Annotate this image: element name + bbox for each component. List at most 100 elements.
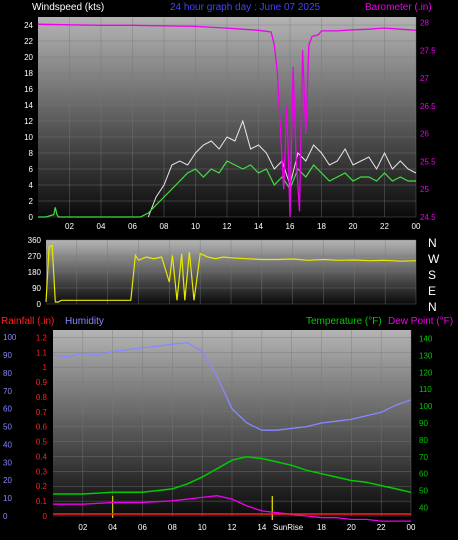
rain-y-tick-2: 0.2 — [36, 482, 48, 491]
graph-title: 24 hour graph day : June 07 2025 — [170, 2, 321, 13]
wind-y-tick-5: 10 — [24, 133, 33, 142]
wind-x-tick-9: 20 — [349, 222, 358, 231]
wind-y-tick-9: 18 — [24, 69, 33, 78]
temperature-label: Temperature (°F) — [306, 316, 382, 327]
wind-x-tick-7: 16 — [286, 222, 295, 231]
temp-x-tick-4: 10 — [198, 523, 207, 532]
rain-y-tick-12: 1.2 — [36, 333, 48, 342]
sunrise-label: SunRise — [273, 523, 304, 532]
wind-x-tick-1: 04 — [97, 222, 106, 231]
temp-y-tick-7: 110 — [419, 385, 432, 394]
temp-x-tick-11: 00 — [407, 523, 416, 532]
humidity-y-tick-0: 0 — [3, 512, 8, 521]
temp-y-tick-0: 40 — [419, 504, 428, 513]
temp-x-tick-5: 12 — [228, 523, 237, 532]
rain-y-tick-5: 0.5 — [36, 438, 48, 447]
temp-panel-series — [52, 341, 412, 522]
barometer-y-tick-2: 25.5 — [420, 157, 436, 166]
humidity-y-tick-2: 20 — [3, 476, 12, 485]
humidity-y-tick-8: 80 — [3, 369, 12, 378]
barometer-y-tick-3: 26 — [420, 130, 429, 139]
humidity-y-tick-10: 100 — [3, 333, 17, 342]
compass-label-s: S — [428, 268, 436, 282]
temp-x-tick-3: 08 — [168, 523, 177, 532]
wind-y-tick-4: 8 — [29, 149, 34, 158]
barometer-y-tick-7: 28 — [420, 19, 429, 28]
barometer-y-tick-6: 27.5 — [420, 46, 436, 55]
rain-y-tick-9: 0.9 — [36, 378, 48, 387]
temp-y-tick-9: 130 — [419, 351, 433, 360]
dewpoint-label: Dew Point (°F) — [388, 316, 453, 327]
wind-y-tick-1: 2 — [29, 197, 34, 206]
humidity-y-tick-1: 10 — [3, 494, 12, 503]
wind-x-tick-2: 06 — [128, 222, 137, 231]
compass-label-e: E — [428, 284, 436, 298]
humidity-label: Humidity — [65, 316, 104, 327]
humidity-y-tick-7: 70 — [3, 387, 12, 396]
rain-y-tick-3: 0.3 — [36, 467, 48, 476]
rain-y-tick-11: 1.1 — [36, 348, 48, 357]
temp-y-tick-5: 90 — [419, 419, 428, 428]
direction-y-tick-3: 270 — [28, 252, 42, 261]
direction-y-tick-4: 360 — [28, 236, 42, 245]
wind-y-tick-12: 24 — [24, 21, 33, 30]
barometer-label: Barometer (.in) — [365, 2, 432, 13]
direction-y-tick-0: 0 — [37, 300, 42, 309]
wind-x-tick-3: 08 — [160, 222, 169, 231]
humidity-y-tick-5: 50 — [3, 423, 12, 432]
humidity-y-tick-4: 40 — [3, 440, 12, 449]
temp-y-tick-3: 70 — [419, 453, 428, 462]
rain-y-tick-1: 0.1 — [36, 497, 48, 506]
direction-panel-ticks: 0 90 180 270 360 — [28, 236, 42, 309]
wind-y-tick-6: 12 — [24, 117, 33, 126]
humidity-line — [52, 341, 412, 431]
humidity-y-tick-6: 60 — [3, 405, 12, 414]
compass-label-n-top: N — [428, 236, 437, 250]
barometer-y-tick-0: 24.5 — [420, 213, 436, 222]
temp-x-tick-8: 18 — [317, 523, 326, 532]
direction-panel-series — [45, 244, 417, 303]
barometer-y-tick-1: 25 — [420, 185, 429, 194]
windspeed-label: Windspeed (kts) — [32, 2, 104, 13]
humidity-y-tick-9: 90 — [3, 351, 12, 360]
rain-y-tick-6: 0.6 — [36, 423, 48, 432]
direction-y-tick-2: 180 — [28, 268, 42, 277]
temp-x-tick-6: 14 — [257, 523, 266, 532]
wind-average-line — [38, 160, 416, 218]
temp-y-tick-6: 100 — [419, 402, 433, 411]
temp-x-tick-1: 04 — [108, 523, 117, 532]
temp-y-tick-8: 120 — [419, 368, 433, 377]
barometer-line — [37, 23, 417, 218]
rain-y-tick-10: 1 — [43, 363, 48, 372]
wind-x-tick-4: 10 — [191, 222, 200, 231]
wind-y-tick-2: 4 — [29, 181, 34, 190]
wind-y-tick-0: 0 — [29, 213, 34, 222]
wind-panel-grid — [38, 17, 417, 218]
direction-y-tick-1: 90 — [32, 284, 41, 293]
wind-panel-series — [37, 23, 417, 218]
rain-y-tick-8: 0.8 — [36, 393, 48, 402]
direction-line — [45, 244, 417, 303]
wind-y-tick-3: 6 — [29, 165, 34, 174]
wind-x-tick-0: 02 — [65, 222, 74, 231]
wind-x-tick-10: 22 — [380, 222, 389, 231]
barometer-y-tick-5: 27 — [420, 74, 429, 83]
wind-x-tick-8: 18 — [317, 222, 326, 231]
temp-y-tick-4: 80 — [419, 436, 428, 445]
temp-x-tick-2: 06 — [138, 523, 147, 532]
wind-y-tick-11: 22 — [24, 37, 33, 46]
compass-label-n-bottom: N — [428, 300, 437, 314]
rain-y-tick-4: 0.4 — [36, 452, 48, 461]
rain-y-tick-7: 0.7 — [36, 408, 48, 417]
wind-x-tick-11: 00 — [412, 222, 421, 231]
temp-panel-ticks: 0 0.1 0.2 0.3 0.4 0.5 0.6 0.7 0.8 0.9 1 1.1 1.2 0 10 20… — [3, 333, 433, 532]
wind-x-tick-5: 12 — [223, 222, 232, 231]
wind-y-tick-8: 16 — [24, 85, 33, 94]
wind-y-tick-10: 20 — [24, 53, 33, 62]
temperature-line — [53, 456, 412, 495]
temp-y-tick-10: 140 — [419, 334, 433, 343]
humidity-y-tick-3: 30 — [3, 458, 12, 467]
rainfall-label: Rainfall (.in) — [1, 316, 54, 327]
temp-x-tick-10: 22 — [377, 523, 386, 532]
